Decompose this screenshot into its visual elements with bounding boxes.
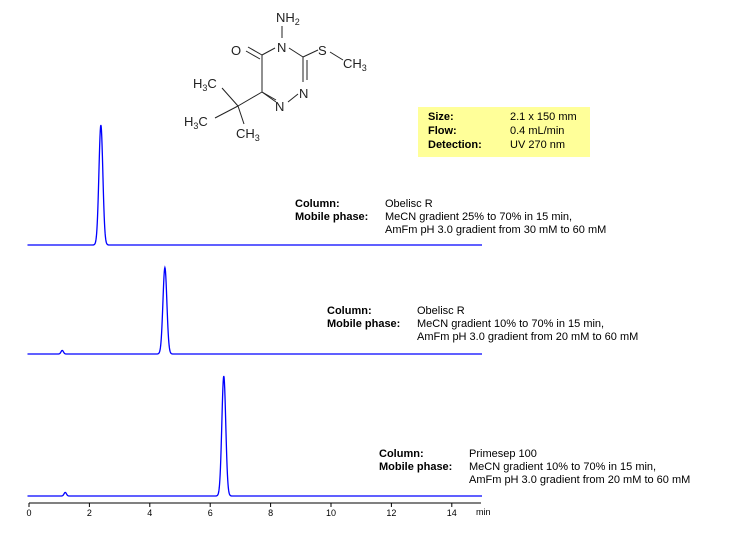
x-tick-label: 6 — [208, 508, 213, 518]
column-label: Column: — [327, 305, 372, 317]
chromatogram-trace-2 — [27, 265, 482, 355]
size-value: 2.1 x 150 mm — [510, 111, 577, 123]
atom-nh2: NH2 — [276, 10, 300, 27]
column-label: Column: — [295, 198, 340, 210]
detection-label: Detection: — [428, 139, 482, 151]
atom-ch3: CH3 — [343, 56, 367, 73]
chromatogram-trace-3 — [27, 375, 482, 497]
mobile-phase-label: Mobile phase: — [295, 211, 369, 223]
x-tick-label: 12 — [386, 508, 396, 518]
conditions-box: Size: 2.1 x 150 mm Flow: 0.4 mL/min Detect… — [418, 107, 590, 157]
detection-value: UV 270 nm — [510, 139, 566, 151]
column-label: Column: — [379, 448, 424, 460]
mobile-phase-label: Mobile phase: — [327, 318, 401, 330]
mobile-phase-line-1: MeCN gradient 10% to 70% in 15 min, — [417, 318, 605, 330]
x-tick-label: 8 — [268, 508, 273, 518]
flow-value: 0.4 mL/min — [510, 125, 565, 137]
atom-ch3-b: CH3 — [236, 126, 260, 143]
mobile-phase-label: Mobile phase: — [379, 461, 453, 473]
molecule-structure: NH2 O N S CH3 N N H3C H3C CH3 — [184, 10, 367, 143]
x-tick-label: 14 — [447, 508, 457, 518]
atom-o: O — [231, 43, 241, 58]
atom-n4: N — [277, 40, 286, 55]
x-tick-label: 10 — [326, 508, 336, 518]
x-tick-label: 2 — [87, 508, 92, 518]
mobile-phase-line-2: AmFm pH 3.0 gradient from 20 mM to 60 mM — [469, 474, 691, 486]
atom-h3c-b: H3C — [184, 114, 208, 131]
flow-label: Flow: — [428, 125, 457, 137]
atom-n2: N — [299, 86, 308, 101]
x-axis-label: min — [476, 507, 491, 517]
x-tick-label: 0 — [26, 508, 31, 518]
atom-s: S — [318, 43, 327, 58]
chromatogram-trace-1 — [27, 124, 482, 246]
x-tick-label: 4 — [147, 508, 152, 518]
atom-h3c-a: H3C — [193, 76, 217, 93]
column-value: Primesep 100 — [469, 448, 537, 460]
mobile-phase-line-2: AmFm pH 3.0 gradient from 20 mM to 60 mM — [417, 331, 639, 343]
column-value: Obelisc R — [417, 305, 465, 317]
mobile-phase-line-1: MeCN gradient 10% to 70% in 15 min, — [469, 461, 657, 473]
x-axis: 0 2 4 6 8 10 12 14 — [26, 502, 481, 518]
column-value: Obelisc R — [385, 198, 433, 210]
mobile-phase-line-2: AmFm pH 3.0 gradient from 30 mM to 60 mM — [385, 224, 607, 236]
mobile-phase-line-1: MeCN gradient 25% to 70% in 15 min, — [385, 211, 573, 223]
size-label: Size: — [428, 111, 454, 123]
atom-n1: N — [275, 99, 284, 114]
